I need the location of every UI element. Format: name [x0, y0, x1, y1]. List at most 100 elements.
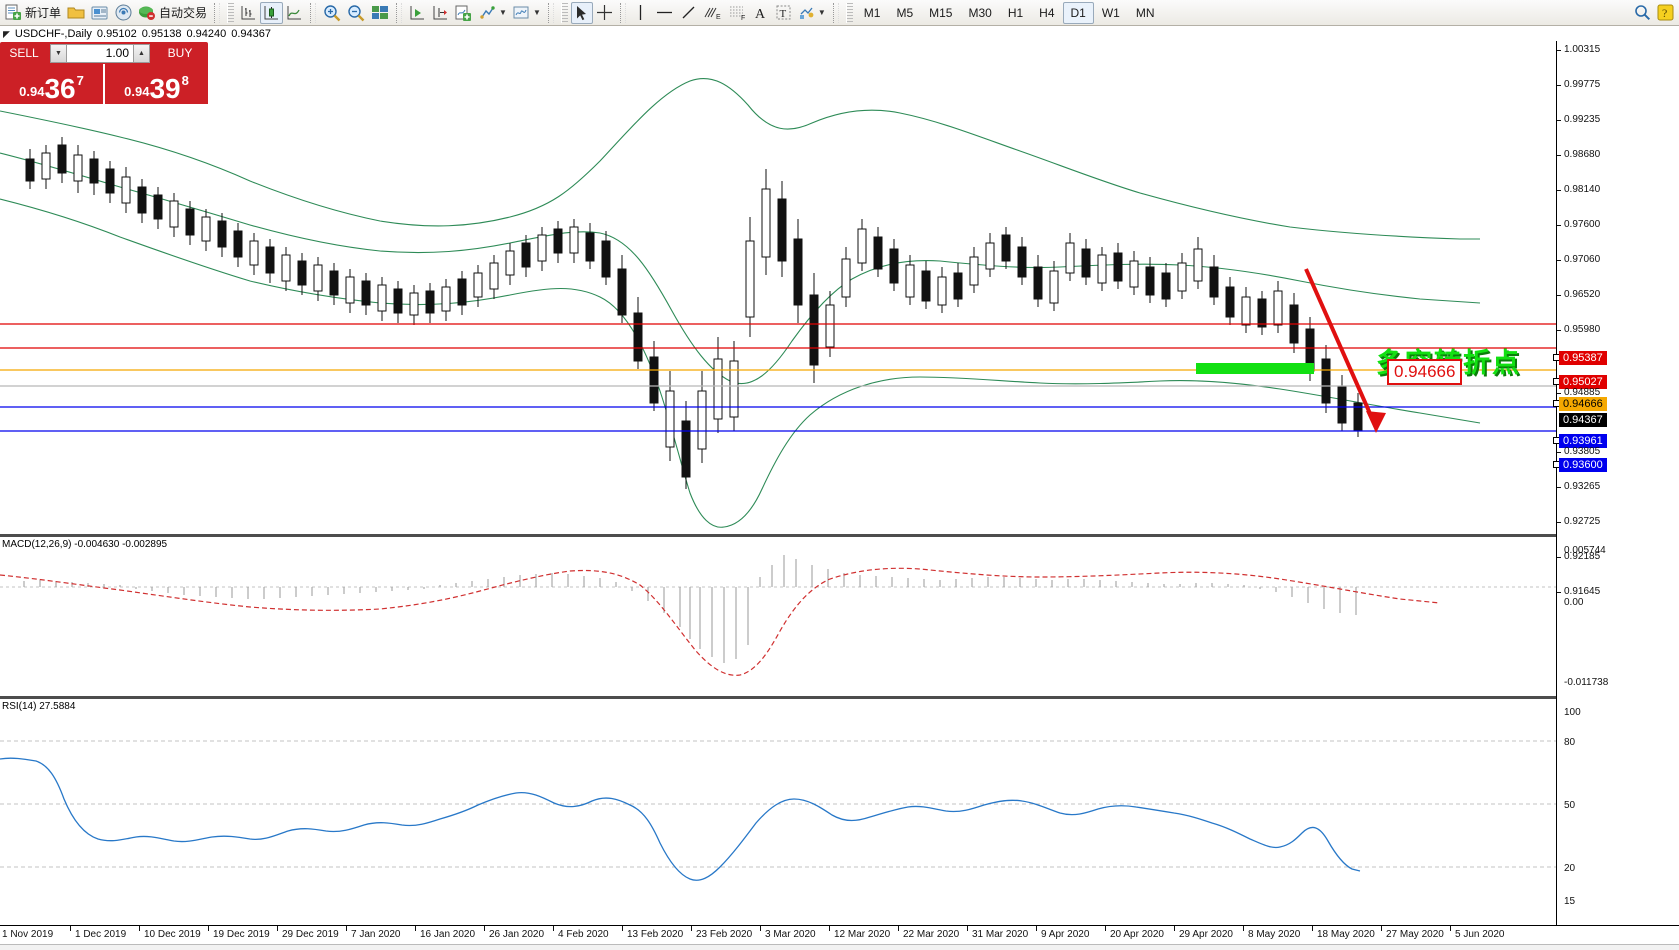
price-tick: 0.98140 [1557, 184, 1600, 195]
price-tick: 0.98680 [1557, 149, 1600, 160]
rsi-tick-20: 20 [1564, 863, 1576, 874]
timeframe-d1[interactable]: D1 [1062, 1, 1094, 24]
toolbar-separator [214, 2, 221, 23]
vertical-line-button[interactable] [630, 2, 652, 24]
volume-decrement-button[interactable]: ▼ [50, 43, 67, 63]
date-tick: 16 Jan 2020 [414, 926, 476, 940]
macd-plot [0, 555, 1556, 676]
horizontal-line-icon [656, 11, 672, 14]
shapes-icon [799, 7, 814, 19]
folder-button[interactable] [64, 2, 88, 24]
timeframe-m1[interactable]: M1 [863, 5, 881, 20]
text-label-button[interactable]: T [772, 2, 795, 24]
price-tick: 0.95980 [1557, 324, 1600, 335]
pane-separator-macd[interactable] [0, 534, 1679, 537]
signals-button[interactable] [112, 2, 135, 24]
elliott-wave-button[interactable]: E [700, 2, 725, 24]
zoom-out-button[interactable] [344, 2, 368, 24]
pane-separator-rsi[interactable] [0, 696, 1679, 699]
horizontal-line-button[interactable] [652, 2, 677, 24]
volume-input[interactable]: 1.00 [67, 43, 133, 63]
search-button[interactable] [1631, 2, 1654, 24]
chart-shift-button[interactable] [429, 2, 452, 24]
indicators-icon [455, 5, 472, 21]
rsi-pane[interactable] [0, 699, 1556, 909]
level-label-0-94666[interactable]: 0.94666 [1559, 397, 1607, 411]
symbol-info-bar: ◤ USDCHF-,Daily 0.95102 0.95138 0.94240 … [0, 27, 1679, 41]
new-order-button[interactable]: 新订单 [2, 2, 64, 24]
objects-dropdown-caret[interactable]: ▼ [499, 8, 507, 17]
macd-pane[interactable] [0, 537, 1556, 687]
timeframe-m30[interactable]: M30 [968, 5, 992, 20]
sell-button[interactable]: SELL [0, 42, 48, 64]
bar-chart-button[interactable] [237, 2, 260, 24]
svg-text:T: T [779, 8, 786, 20]
toolbar-separator-6 [832, 2, 839, 23]
price-tick: 0.93265 [1557, 481, 1600, 492]
crosshair-button[interactable] [593, 2, 616, 24]
toolbar-separator-3 [396, 2, 403, 23]
autotrade-button[interactable]: 自动交易 [135, 2, 210, 24]
level-label-0-95027[interactable]: 0.95027 [1559, 375, 1607, 389]
indicator-list-button[interactable]: ▼ [510, 2, 544, 24]
elliott-wave-icon: E [704, 7, 721, 21]
toolbar-grip-2[interactable] [560, 2, 568, 23]
candlestick-series [25, 137, 1363, 489]
timeframe-h1[interactable]: H1 [1007, 5, 1024, 20]
level-label-0-93961[interactable]: 0.93961 [1559, 434, 1607, 448]
buy-button[interactable]: BUY [152, 42, 208, 64]
vertical-line-icon [640, 5, 642, 20]
date-tick: 19 Dec 2019 [208, 926, 270, 940]
shapes-dropdown-caret[interactable]: ▼ [817, 8, 826, 17]
timeframe-h4[interactable]: H4 [1039, 5, 1055, 20]
cursor-button[interactable] [570, 1, 593, 24]
news-button[interactable] [88, 2, 112, 24]
date-tick: 13 Feb 2020 [621, 926, 684, 940]
trendline-icon [682, 6, 695, 19]
macd-histogram [23, 555, 1357, 663]
symbol-collapse-arrow[interactable]: ◤ [3, 28, 10, 39]
svg-text:A: A [755, 7, 766, 21]
sell-price[interactable]: 0.94 36 7 [0, 64, 105, 104]
timeframe-mn[interactable]: MN [1135, 5, 1155, 20]
timeframe-m15[interactable]: M15 [929, 5, 953, 20]
date-tick: 5 Jun 2020 [1450, 926, 1505, 940]
autoscroll-icon [410, 5, 425, 19]
date-tick: 18 May 2020 [1312, 926, 1375, 940]
candlestick-chart-button[interactable] [260, 1, 284, 24]
rsi-tick-80: 80 [1564, 737, 1576, 748]
octp-prices: 0.94 36 7 0.94 39 8 [0, 64, 208, 104]
line-chart-button[interactable] [283, 2, 306, 24]
rsi-tick-50: 50 [1564, 800, 1576, 811]
one-click-trading-panel[interactable]: SELL ▼ 1.00 ▲ BUY 0.94 36 7 0.94 39 8 [0, 42, 208, 104]
indicator-dropdown-caret[interactable]: ▼ [532, 8, 541, 17]
price-pane[interactable]: 多空转折点 0.94666 [0, 41, 1556, 535]
level-label-0-95387[interactable]: 0.95387 [1559, 351, 1607, 365]
autoscroll-button[interactable] [406, 2, 429, 24]
timeframe-m5[interactable]: M5 [896, 5, 914, 20]
chart-area[interactable]: 多空转折点 0.94666 MACD(12,26,9) -0.004630 -0… [0, 41, 1679, 925]
timeframe-w1[interactable]: W1 [1101, 5, 1120, 20]
trendline-button[interactable] [677, 2, 700, 24]
templates-button[interactable] [368, 2, 392, 24]
zoom-in-button[interactable] [320, 2, 344, 24]
objects-button[interactable]: ▼ [476, 2, 510, 24]
volume-control: ▼ 1.00 ▲ [48, 42, 152, 64]
shapes-button[interactable]: ▼ [795, 2, 829, 24]
signals-icon [115, 4, 132, 21]
autotrade-icon [139, 6, 156, 20]
text-button[interactable]: A [750, 2, 772, 24]
price-scale[interactable]: 1.00315 0.99775 0.99235 0.98680 0.98140 … [1553, 41, 1679, 925]
help-button[interactable]: ? [1654, 2, 1677, 24]
volume-increment-button[interactable]: ▲ [133, 43, 150, 63]
status-bar [0, 944, 1679, 950]
buy-price[interactable]: 0.94 39 8 [105, 64, 208, 104]
date-scale[interactable]: 1 Nov 2019 1 Dec 2019 10 Dec 2019 19 Dec… [0, 925, 1679, 950]
toolbar-grip[interactable] [227, 2, 235, 23]
symbol-name: USDCHF-,Daily [14, 28, 92, 40]
fibonacci-button[interactable]: F [725, 2, 750, 24]
toolbar-grip-3[interactable] [845, 2, 853, 23]
indicators-button[interactable] [452, 2, 476, 24]
level-label-0-93600[interactable]: 0.93600 [1559, 458, 1607, 472]
main-toolbar: 新订单 自动交易 [0, 0, 1679, 26]
